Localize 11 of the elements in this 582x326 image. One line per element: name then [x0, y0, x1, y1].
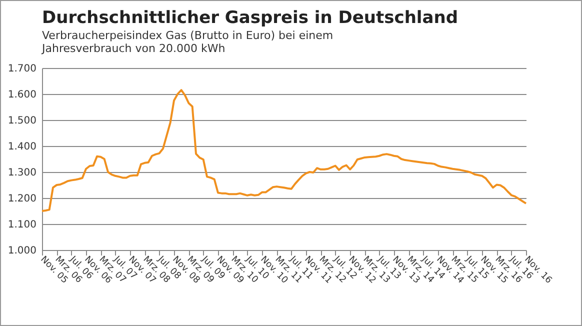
y-tick-label: 1.500	[8, 116, 36, 126]
line-series	[41, 89, 527, 212]
chart-title: Durchschnittlicher Gaspreis in Deutschland	[42, 8, 458, 28]
y-tick-label: 1.700	[8, 64, 36, 74]
y-tick-label: 1.400	[8, 142, 36, 152]
y-tick-label: 1.000	[8, 246, 36, 256]
y-tick-label: 1.600	[8, 90, 36, 100]
y-tick-label: 1.100	[8, 220, 36, 230]
y-tick-label: 1.300	[8, 168, 36, 178]
y-tick-label: 1.200	[8, 194, 36, 204]
chart-subtitle: Verbraucherpeisindex Gas (Brutto in Euro) bei einem Jahresverbrauch von 20.000 kWh	[41, 29, 334, 55]
